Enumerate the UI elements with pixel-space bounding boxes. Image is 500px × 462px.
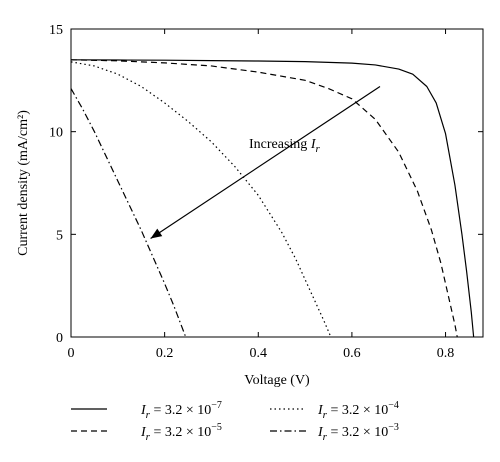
x-axis-label: Voltage (V): [244, 373, 310, 388]
legend-value: = 3.2 × 10: [327, 425, 388, 440]
annotation-subscript: r: [315, 143, 320, 155]
legend-label: Ir = 3.2 × 10−3: [317, 422, 399, 443]
y-tick-label: 10: [49, 126, 63, 141]
legend-value: = 3.2 × 10: [150, 403, 211, 418]
axis-ticks: 0 0.2 0.4 0.6 0.8 0 5 10 15: [49, 23, 483, 361]
legend-value: = 3.2 × 10: [327, 403, 388, 418]
legend-label: Ir = 3.2 × 10−7: [140, 400, 222, 421]
x-tick-label: 0: [68, 346, 75, 361]
legend-symbol: I: [317, 425, 324, 440]
legend-subscript: r: [146, 409, 151, 421]
legend-value: = 3.2 × 10: [150, 425, 211, 440]
x-tick-label: 0.8: [437, 346, 455, 361]
annotation-arrow-head: [150, 228, 163, 239]
annotation-text: Increasing Ir: [249, 137, 320, 155]
x-tick-label: 0.4: [250, 346, 268, 361]
legend-exponent: −7: [211, 400, 222, 411]
legend-label: Ir = 3.2 × 10−5: [140, 422, 222, 443]
legend-symbol: I: [317, 403, 324, 418]
plot-frame: [70, 28, 484, 338]
annotation-symbol: I: [310, 137, 317, 152]
y-tick-label: 15: [49, 23, 63, 38]
series-line-dashed: [70, 59, 458, 338]
series-lines: [70, 59, 475, 338]
legend: Ir = 3.2 × 10−7Ir = 3.2 × 10−5Ir = 3.2 ×…: [71, 400, 399, 443]
annotation-arrow-shaft: [150, 85, 381, 239]
legend-subscript: r: [146, 431, 151, 443]
annotation: Increasing Ir: [150, 85, 381, 239]
legend-exponent: −5: [211, 422, 222, 433]
series-line-dotted: [70, 61, 332, 338]
y-axis-label: Current density (mA/cm²): [16, 110, 31, 256]
legend-subscript: r: [323, 431, 328, 443]
legend-symbol: I: [140, 403, 147, 418]
x-tick-label: 0.2: [156, 346, 174, 361]
x-tick-label: 0.6: [343, 346, 361, 361]
legend-subscript: r: [323, 409, 328, 421]
series-line-dashdot: [70, 88, 187, 338]
annotation-word: Increasing: [249, 137, 311, 152]
y-tick-label: 0: [56, 331, 63, 346]
legend-symbol: I: [140, 425, 147, 440]
y-tick-label: 5: [56, 228, 63, 243]
legend-exponent: −4: [388, 400, 399, 411]
series-line-solid: [70, 59, 475, 338]
legend-label: Ir = 3.2 × 10−4: [317, 400, 399, 421]
legend-exponent: −3: [388, 422, 399, 433]
